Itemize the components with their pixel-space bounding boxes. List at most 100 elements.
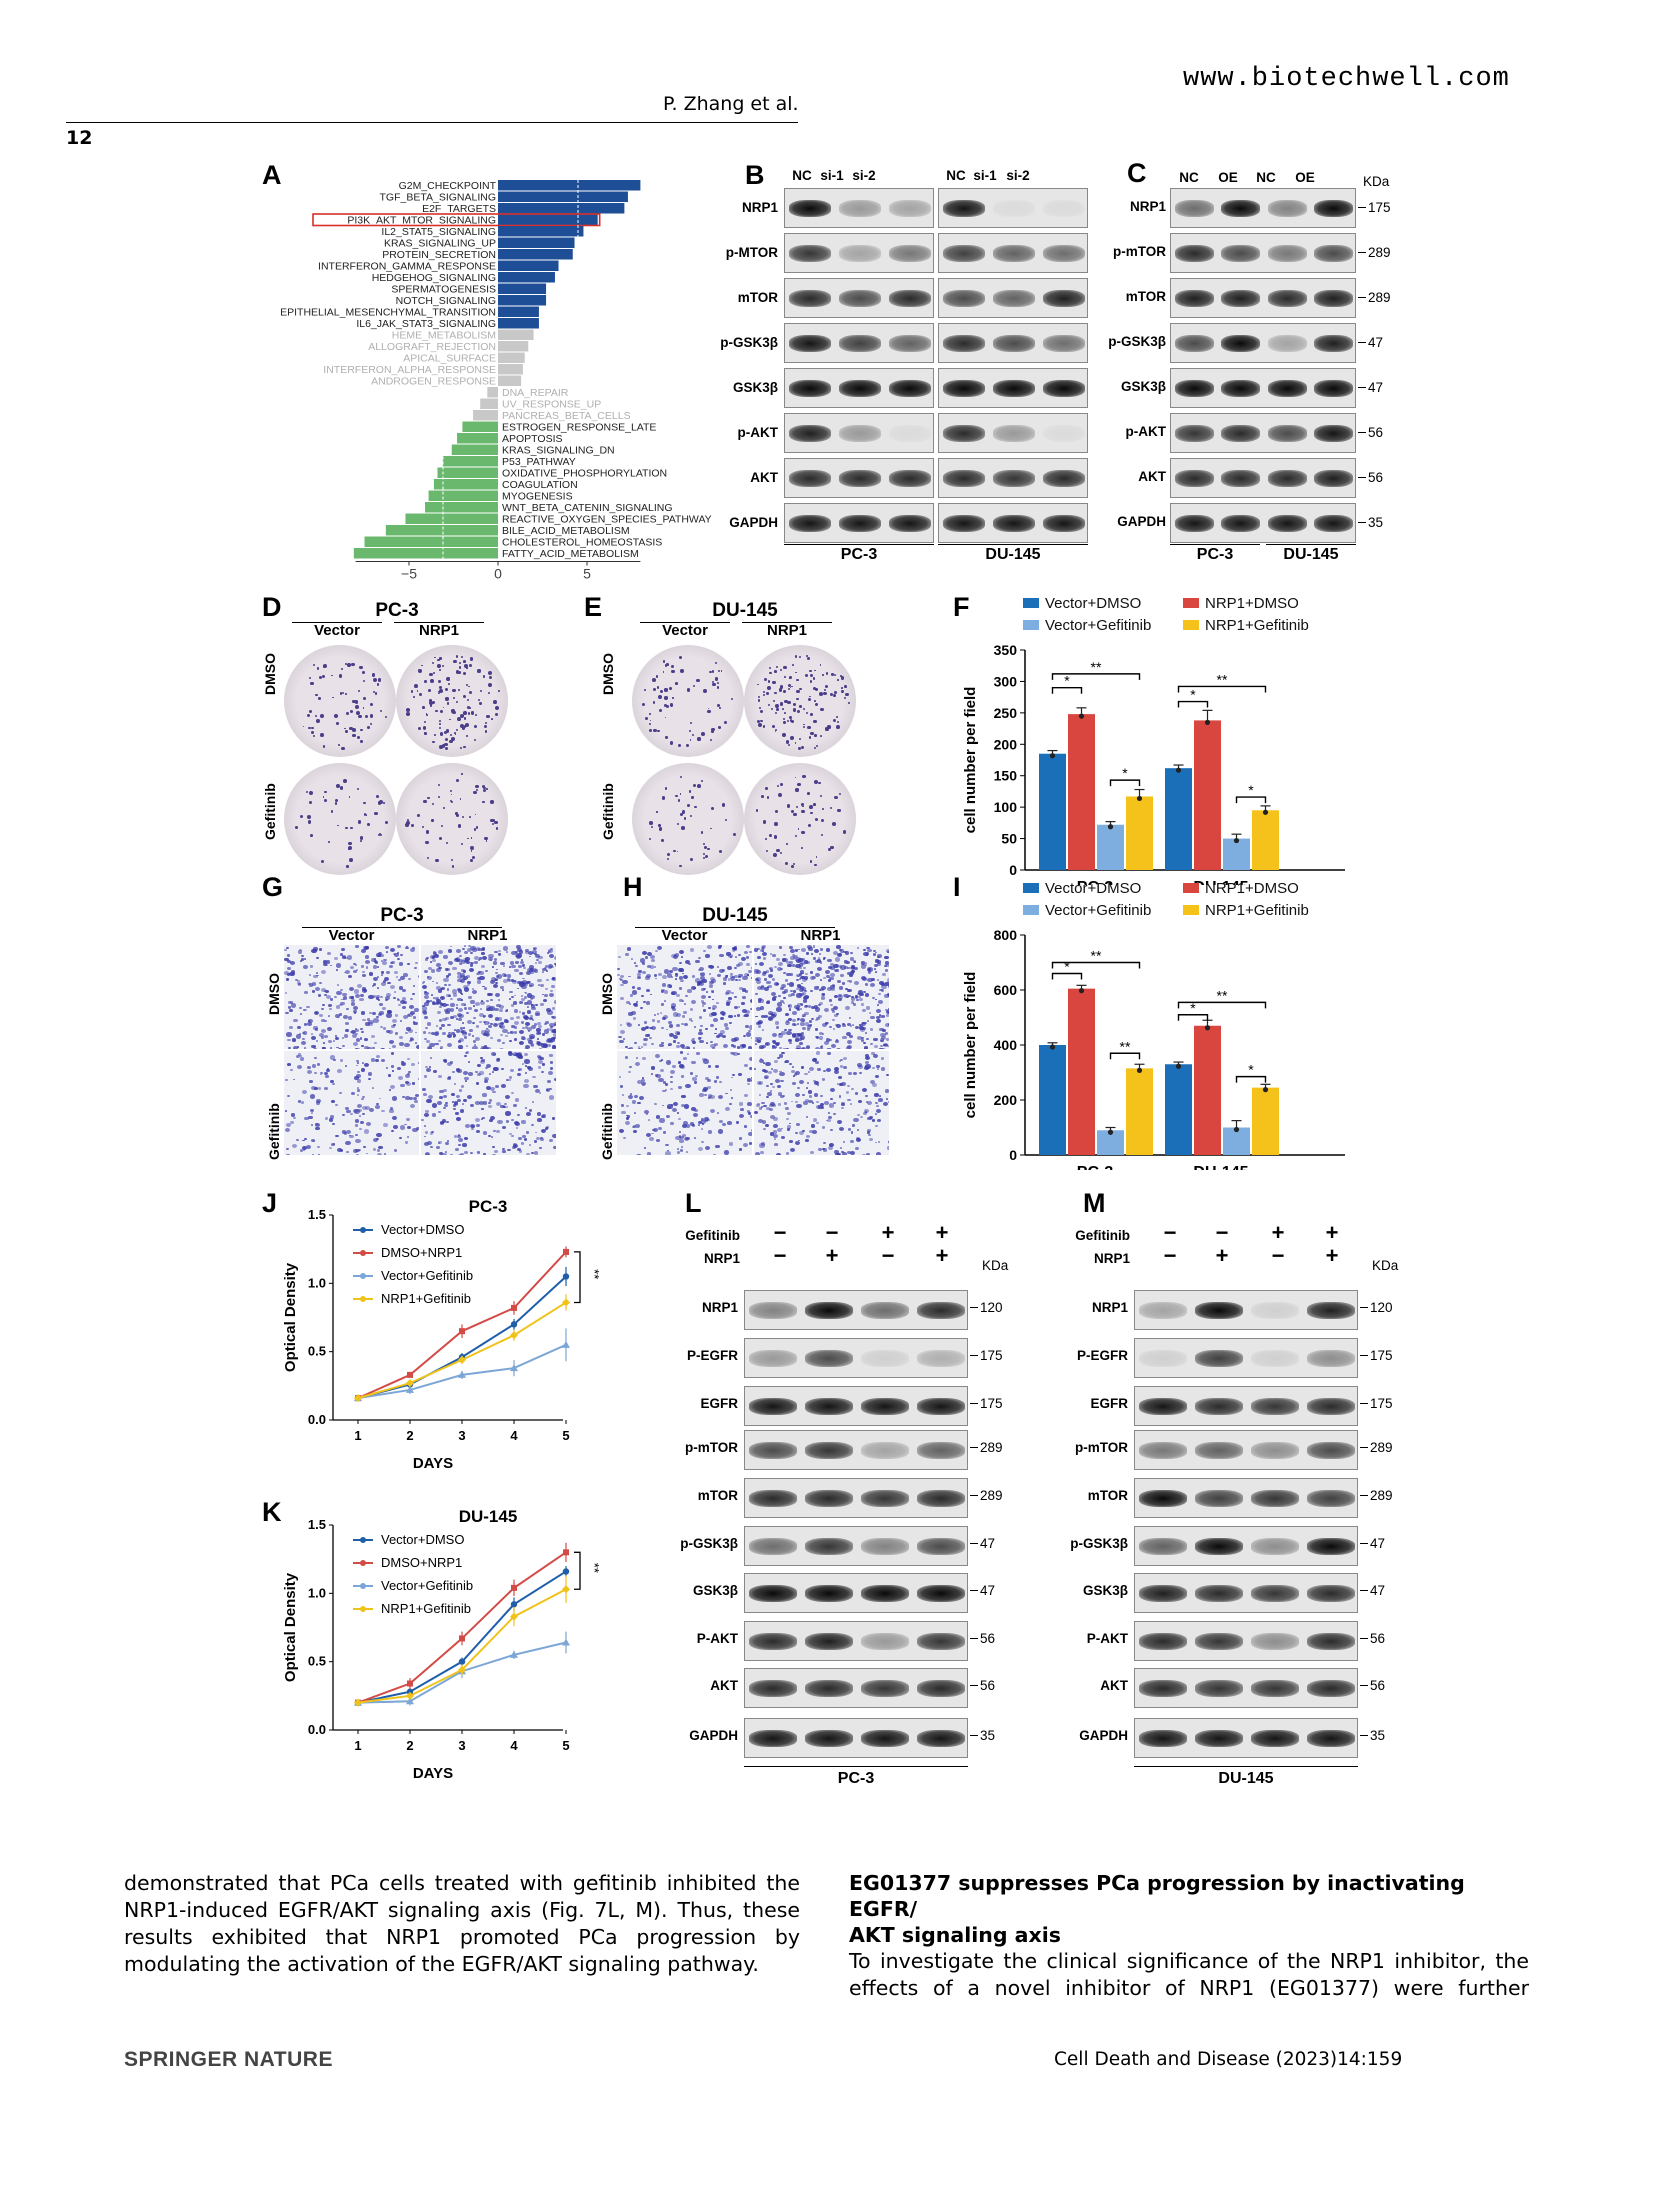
migrated-cell <box>554 1023 556 1026</box>
migrated-cell <box>888 1010 889 1015</box>
blot-band <box>889 425 931 442</box>
migrated-cell <box>766 986 769 988</box>
blot-band <box>889 335 931 352</box>
migrated-cell <box>761 1101 765 1105</box>
data-point <box>458 1658 466 1665</box>
migrated-cell <box>762 1029 765 1032</box>
migrated-cell <box>734 945 737 948</box>
migrated-cell <box>843 1066 848 1070</box>
colony <box>464 722 469 727</box>
migrated-cell <box>681 1015 686 1019</box>
migrated-cell <box>297 1099 302 1103</box>
colony <box>434 734 436 736</box>
migrated-cell <box>818 1031 823 1035</box>
kda-label-9: 35 <box>1370 1728 1386 1743</box>
migrated-cell <box>836 979 842 984</box>
colony <box>344 727 346 730</box>
colony <box>369 722 373 726</box>
lane-label: si-1 <box>973 168 997 183</box>
blot-band <box>1267 425 1307 442</box>
blot-band <box>1139 1680 1187 1697</box>
colony <box>664 664 668 668</box>
colony <box>457 717 462 722</box>
cell-underline <box>938 544 1088 545</box>
migrated-cell <box>376 1054 381 1058</box>
migrated-cell <box>885 1014 889 1017</box>
colony <box>786 720 790 723</box>
migrated-cell <box>516 1113 520 1116</box>
colony <box>431 802 434 805</box>
migrated-cell <box>312 1047 318 1049</box>
migrated-cell <box>296 1034 302 1039</box>
migrated-cell <box>398 962 404 966</box>
data-point <box>407 1680 413 1687</box>
migrated-cell <box>799 1042 803 1046</box>
migrated-cell <box>458 1153 463 1155</box>
migrated-cell <box>365 1022 370 1026</box>
migrated-cell <box>879 1014 882 1016</box>
migrated-cell <box>309 965 314 968</box>
migrated-cell <box>549 1054 553 1057</box>
colony <box>678 743 682 747</box>
colony <box>828 847 832 851</box>
migrated-cell <box>478 970 482 974</box>
migrated-cell <box>331 1099 336 1103</box>
migrated-cell <box>802 1129 806 1132</box>
migrated-cell <box>768 1011 773 1015</box>
colony <box>455 729 458 732</box>
migrated-cell <box>883 1102 889 1107</box>
migrated-cell <box>478 971 484 976</box>
migrated-cell <box>311 989 315 993</box>
migrated-cell <box>821 1106 825 1109</box>
blot-band <box>1314 515 1354 532</box>
row-label: Gefitinib <box>266 1103 282 1160</box>
migrated-cell <box>311 982 317 986</box>
migrated-cell <box>680 955 684 958</box>
migrated-cell <box>353 1149 359 1153</box>
migrated-cell <box>792 1075 795 1077</box>
kda-tick <box>1358 297 1366 298</box>
migrated-cell <box>824 1021 829 1025</box>
colony <box>351 663 355 667</box>
migrated-cell <box>487 1101 491 1105</box>
migrated-cell <box>414 1093 419 1098</box>
migrated-cell <box>408 1029 413 1033</box>
migrated-cell <box>860 1036 864 1040</box>
migrated-cell <box>888 1022 889 1027</box>
migrated-cell <box>788 1008 792 1011</box>
migrated-cell <box>880 1067 885 1071</box>
gsea-label: PROTEIN_SECRETION <box>382 249 496 261</box>
y-tick-label: 200 <box>994 736 1018 752</box>
migrated-cell <box>504 1010 508 1013</box>
migrated-cell <box>745 1009 751 1014</box>
migrated-cell <box>829 999 833 1002</box>
migrated-cell <box>886 1145 889 1150</box>
migrated-cell <box>401 1061 407 1066</box>
migrated-cell <box>496 1130 501 1134</box>
migrated-cell <box>659 1118 665 1123</box>
migrated-cell <box>540 1137 545 1142</box>
migrated-cell <box>691 1060 696 1065</box>
migrated-cell <box>683 1022 689 1027</box>
migrated-cell <box>834 957 841 962</box>
colony <box>451 865 454 868</box>
migrated-cell <box>494 1007 499 1012</box>
colony <box>448 683 450 685</box>
data-point <box>562 1568 570 1575</box>
migrated-cell <box>747 1112 752 1115</box>
data-point <box>511 1584 517 1591</box>
migrated-cell <box>466 983 470 987</box>
migrated-cell <box>746 945 751 949</box>
migrated-cell <box>810 1124 815 1128</box>
migrated-cell <box>792 1065 795 1068</box>
migrated-cell <box>440 996 446 1001</box>
colony <box>439 657 442 660</box>
migrated-cell <box>764 978 768 981</box>
migrated-cell <box>632 1125 637 1129</box>
migrated-cell <box>791 1022 796 1026</box>
migrated-cell <box>725 999 732 1004</box>
migrated-cell <box>734 1006 739 1010</box>
colony <box>458 671 461 675</box>
kda-tick <box>1358 522 1366 523</box>
migrated-cell <box>755 1007 761 1012</box>
